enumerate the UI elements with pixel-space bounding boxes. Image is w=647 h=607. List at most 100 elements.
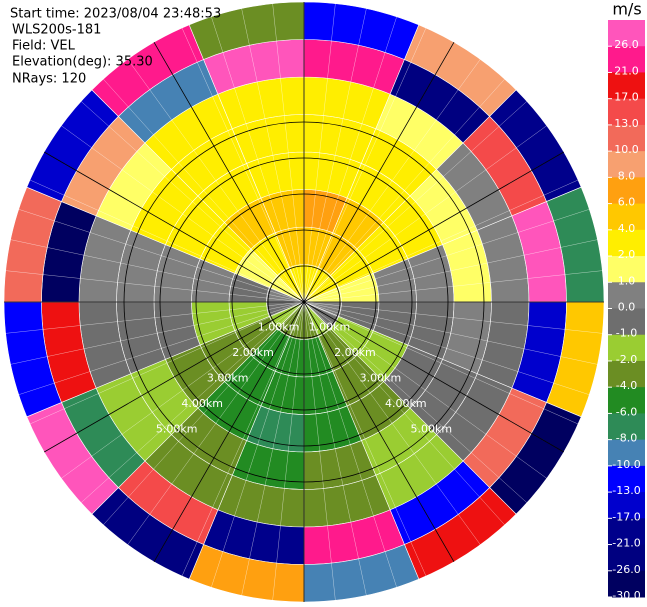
ray-line	[303, 301, 547, 479]
colorbar-label: 26.0	[614, 38, 639, 51]
azimuth-line	[153, 41, 455, 563]
colorbar-label: 0.0	[618, 301, 636, 314]
colorbar-label: -4.0	[616, 379, 637, 392]
colorbar-unit: m/s	[612, 0, 641, 19]
ray-line	[18, 301, 305, 395]
ray-line	[303, 125, 547, 303]
colorbar-swatch	[608, 229, 645, 257]
colorbar-label: 6.0	[618, 196, 636, 209]
colorbar-swatch	[608, 308, 645, 336]
ray-line	[303, 101, 528, 303]
range-ring	[267, 265, 341, 339]
colorbar-label: -6.0	[616, 405, 637, 418]
colorbar-swatch	[608, 177, 645, 205]
ray-line	[303, 301, 598, 365]
ray-line	[181, 301, 305, 577]
colorbar-swatch	[608, 492, 645, 519]
colorbar-swatch	[608, 360, 645, 388]
range-ring-label: 4.00km	[385, 397, 427, 410]
field	[3, 1, 605, 603]
ray-line	[303, 209, 590, 303]
colorbar-label: -13.0	[612, 484, 640, 497]
elevation: Elevation(deg): 35.30	[12, 55, 153, 70]
ray-line	[303, 27, 427, 303]
colorbar-label: 17.0	[614, 91, 639, 104]
field-name: Field: VEL	[12, 39, 76, 54]
colorbar-label: 2.0	[618, 248, 636, 261]
ray-line	[127, 59, 305, 303]
ray-line	[303, 301, 367, 596]
colorbar-swatch	[608, 203, 645, 231]
range-ring-label: 3.00km	[360, 371, 402, 384]
colorbar-swatch	[608, 124, 645, 152]
range-ring-label: 5.00km	[156, 422, 198, 435]
ray-line	[272, 301, 305, 601]
colorbar-label: 21.0	[614, 64, 639, 77]
colorbar-label: -17.0	[612, 510, 640, 523]
colorbar-swatch	[608, 20, 645, 47]
ray-line	[303, 301, 579, 425]
ray-line	[5, 301, 305, 334]
ray-line	[181, 27, 305, 303]
colorbar-swatch	[608, 387, 645, 414]
colorbar-label: -8.0	[616, 432, 637, 445]
ray-line	[303, 179, 579, 303]
colorbar-swatch	[608, 72, 645, 100]
ray-line	[10, 301, 305, 365]
colorbar-label: -21.0	[612, 537, 640, 550]
colorbar-label: -26.0	[612, 563, 640, 576]
colorbar-swatch	[608, 439, 645, 467]
range-ring-label: 1.00km	[309, 320, 351, 333]
colorbar-swatch	[608, 282, 645, 309]
ray-line	[29, 301, 305, 425]
ray-line	[211, 16, 305, 303]
ray-line	[303, 16, 397, 303]
colorbar-swatch	[608, 465, 645, 493]
colorbar-label: 1.0	[618, 274, 636, 287]
colorbar-label: 13.0	[614, 117, 639, 130]
ray-line	[303, 8, 367, 303]
colorbar-swatch	[608, 334, 645, 362]
ray-line	[29, 179, 305, 303]
ray-line	[303, 301, 397, 588]
colorbar-swatch	[608, 570, 645, 598]
colorbar-label: -1.0	[616, 327, 637, 340]
colorbar-label: -2.0	[616, 353, 637, 366]
nrays: NRays: 120	[12, 72, 86, 87]
ray-line	[303, 301, 505, 526]
ray-line	[303, 301, 603, 334]
colorbar-swatch	[608, 46, 645, 73]
ray-line	[303, 301, 336, 601]
range-ring	[195, 193, 413, 411]
colorbar-swatch	[608, 413, 645, 441]
colorbar-label: -10.0	[612, 458, 640, 471]
ray-line	[103, 301, 305, 526]
range-ring-label: 5.00km	[410, 422, 452, 435]
colorbar-label: 10.0	[614, 143, 639, 156]
ray-line	[10, 239, 305, 303]
ray-line	[303, 301, 528, 503]
range-ring-label: 1.00km	[258, 320, 300, 333]
ray-line	[61, 125, 305, 303]
ray-line	[5, 270, 305, 303]
colorbar-swatch	[608, 98, 645, 126]
ray-line	[80, 101, 305, 303]
colorbar-swatch	[608, 151, 645, 178]
ray-line	[241, 8, 305, 303]
instrument: WLS200s-181	[12, 23, 101, 38]
range-ring-label: 2.00km	[232, 346, 274, 359]
ray-line	[61, 301, 305, 479]
ray-line	[303, 59, 481, 303]
ray-line	[127, 301, 305, 545]
range-ring	[231, 229, 377, 375]
ray-line	[241, 301, 305, 596]
start-time: Start time: 2023/08/04 23:48:53	[10, 7, 221, 22]
range-ring	[159, 157, 449, 447]
ray-line	[303, 270, 603, 303]
ray-line	[303, 301, 590, 395]
ray-line	[303, 239, 598, 303]
ray-line	[211, 301, 305, 588]
colorbar-label: 8.0	[618, 169, 636, 182]
range-ring	[123, 121, 485, 483]
